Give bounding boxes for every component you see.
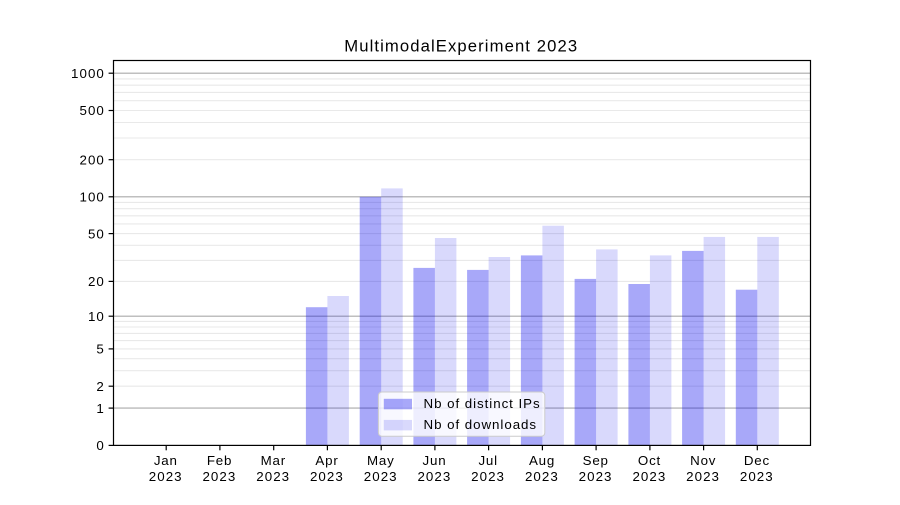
svg-text:2023: 2023 <box>364 469 398 484</box>
svg-text:2023: 2023 <box>256 469 290 484</box>
svg-text:MultimodalExperiment 2023: MultimodalExperiment 2023 <box>344 37 578 56</box>
svg-text:2023: 2023 <box>149 469 183 484</box>
svg-text:Oct: Oct <box>638 453 661 468</box>
svg-text:20: 20 <box>88 274 105 289</box>
svg-text:1: 1 <box>96 401 104 416</box>
svg-text:Sep: Sep <box>583 453 609 468</box>
svg-text:Aug: Aug <box>529 453 555 468</box>
svg-text:0: 0 <box>96 438 104 453</box>
svg-text:100: 100 <box>80 190 105 205</box>
svg-text:Jun: Jun <box>423 453 447 468</box>
svg-text:Jan: Jan <box>154 453 178 468</box>
svg-text:50: 50 <box>88 226 105 241</box>
svg-text:May: May <box>367 453 395 468</box>
svg-text:5: 5 <box>96 342 104 357</box>
svg-text:2023: 2023 <box>686 469 720 484</box>
svg-text:2023: 2023 <box>740 469 774 484</box>
svg-text:1000: 1000 <box>71 66 105 81</box>
svg-text:2023: 2023 <box>310 469 344 484</box>
svg-text:2023: 2023 <box>471 469 505 484</box>
svg-text:2023: 2023 <box>579 469 613 484</box>
svg-text:Nb of distinct IPs: Nb of distinct IPs <box>424 396 541 411</box>
svg-text:500: 500 <box>80 103 105 118</box>
svg-text:2023: 2023 <box>417 469 451 484</box>
svg-text:Feb: Feb <box>207 453 232 468</box>
svg-text:2023: 2023 <box>202 469 236 484</box>
svg-text:2023: 2023 <box>632 469 666 484</box>
svg-text:2023: 2023 <box>525 469 559 484</box>
svg-text:Nov: Nov <box>690 453 716 468</box>
svg-text:Dec: Dec <box>744 453 770 468</box>
svg-text:200: 200 <box>80 152 105 167</box>
svg-text:10: 10 <box>88 309 105 324</box>
svg-text:Mar: Mar <box>261 453 286 468</box>
svg-text:2: 2 <box>96 379 104 394</box>
svg-text:Apr: Apr <box>315 453 338 468</box>
svg-text:Nb of downloads: Nb of downloads <box>424 417 538 432</box>
svg-text:Jul: Jul <box>478 453 497 468</box>
